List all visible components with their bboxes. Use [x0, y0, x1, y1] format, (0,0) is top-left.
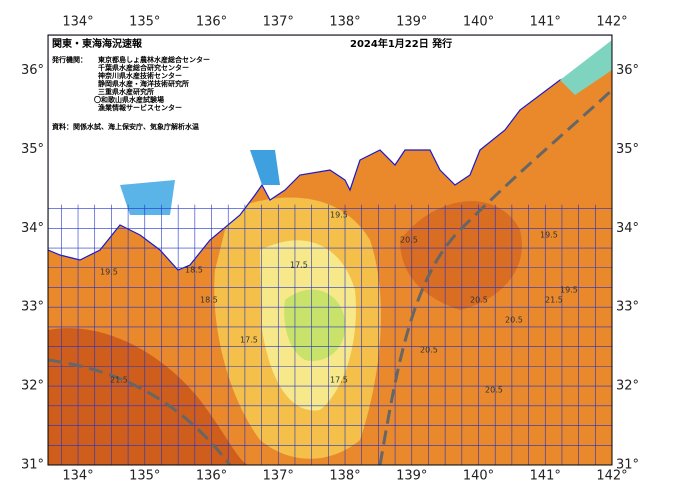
source: 資料：関係水試、海上保安庁、気象庁解析水温: [52, 122, 199, 131]
lat-label: 31°: [616, 458, 639, 473]
lon-label: 135°: [129, 469, 160, 484]
title: 関東・東海海況速報: [52, 37, 143, 50]
lon-label: 141°: [530, 469, 561, 484]
contour-label: 19.5: [330, 211, 348, 220]
issuer: 神奈川県水産技術センター: [98, 71, 182, 80]
lat-label: 35°: [21, 142, 44, 157]
kuroshio-axis: [48, 358, 232, 465]
issuer-label: 発行機関：: [51, 55, 87, 64]
contour-label: 20.5: [505, 316, 523, 325]
contour-label: 20.5: [400, 236, 418, 245]
lat-label: 32°: [21, 379, 44, 394]
contour-label: 17.5: [240, 336, 258, 345]
bay: [250, 150, 280, 185]
contour-label: 19.5: [100, 268, 118, 277]
lat-label: 33°: [616, 300, 639, 315]
kuroshio-axis: [378, 88, 612, 465]
issuer: 漁業情報サービスセンター: [98, 103, 182, 112]
lat-label: 33°: [21, 300, 44, 315]
lat-label: 35°: [616, 142, 639, 157]
lon-label: 137°: [263, 469, 294, 484]
lon-label: 140°: [463, 469, 494, 484]
contour-label: 21.5: [110, 376, 128, 385]
contour-labels: 19.5 18.5 17.5 18.5 17.5 17.5 19.5 20.5 20.5 20.5…: [100, 211, 578, 395]
lon-label: 134°: [62, 15, 93, 30]
lon-label: 139°: [396, 15, 427, 30]
land: [48, 35, 612, 271]
contour-label: 18.5: [200, 296, 218, 305]
lon-label: 136°: [196, 469, 227, 484]
grid: [48, 204, 612, 465]
lon-label: 141°: [530, 15, 561, 30]
lat-label: 31°: [21, 458, 44, 473]
lon-label: 140°: [463, 15, 494, 30]
lon-label: 139°: [396, 469, 427, 484]
lat-label: 34°: [616, 221, 639, 236]
contour-label: 17.5: [290, 261, 308, 270]
issuer: 三重県水産研究所: [98, 87, 154, 96]
lat-label: 36°: [21, 63, 44, 78]
lon-label: 137°: [263, 15, 294, 30]
coastal-water: [560, 40, 612, 95]
issuer: 〇和歌山県水産試験場: [94, 95, 164, 104]
lat-label: 36°: [616, 63, 639, 78]
lon-label: 138°: [329, 469, 360, 484]
issue-date: 2024年1月22日 発行: [350, 37, 452, 50]
contour-label: 21.5: [545, 296, 563, 305]
contour-label: 20.5: [420, 346, 438, 355]
lon-label: 138°: [329, 15, 360, 30]
contour-label: 18.5: [185, 266, 203, 275]
map-frame: [47, 34, 613, 466]
lat-label: 34°: [21, 221, 44, 236]
issuer: 静岡県水産・海洋技術研究所: [98, 79, 189, 88]
lat-label: 32°: [616, 379, 639, 394]
issuer: 千葉県水産総合研究センター: [98, 63, 189, 72]
issuer: 東京都島しょ農林水産総合センター: [98, 55, 210, 64]
ticks: 134° 134° 135° 135° 136° 136° 137° 137° 138° 138°…: [21, 15, 639, 484]
lon-label: 142°: [596, 469, 627, 484]
lon-label: 134°: [62, 469, 93, 484]
contour-label: 19.5: [560, 286, 578, 295]
lon-label: 135°: [129, 15, 160, 30]
contour-label: 20.5: [485, 386, 503, 395]
contour-label: 20.5: [470, 296, 488, 305]
lon-label: 142°: [596, 15, 627, 30]
contour-label: 19.5: [540, 231, 558, 240]
contour-label: 17.5: [330, 376, 348, 385]
map-area: 19.5 18.5 17.5 18.5 17.5 17.5 19.5 20.5 20.5 20.5…: [48, 35, 612, 465]
lon-label: 136°: [196, 15, 227, 30]
